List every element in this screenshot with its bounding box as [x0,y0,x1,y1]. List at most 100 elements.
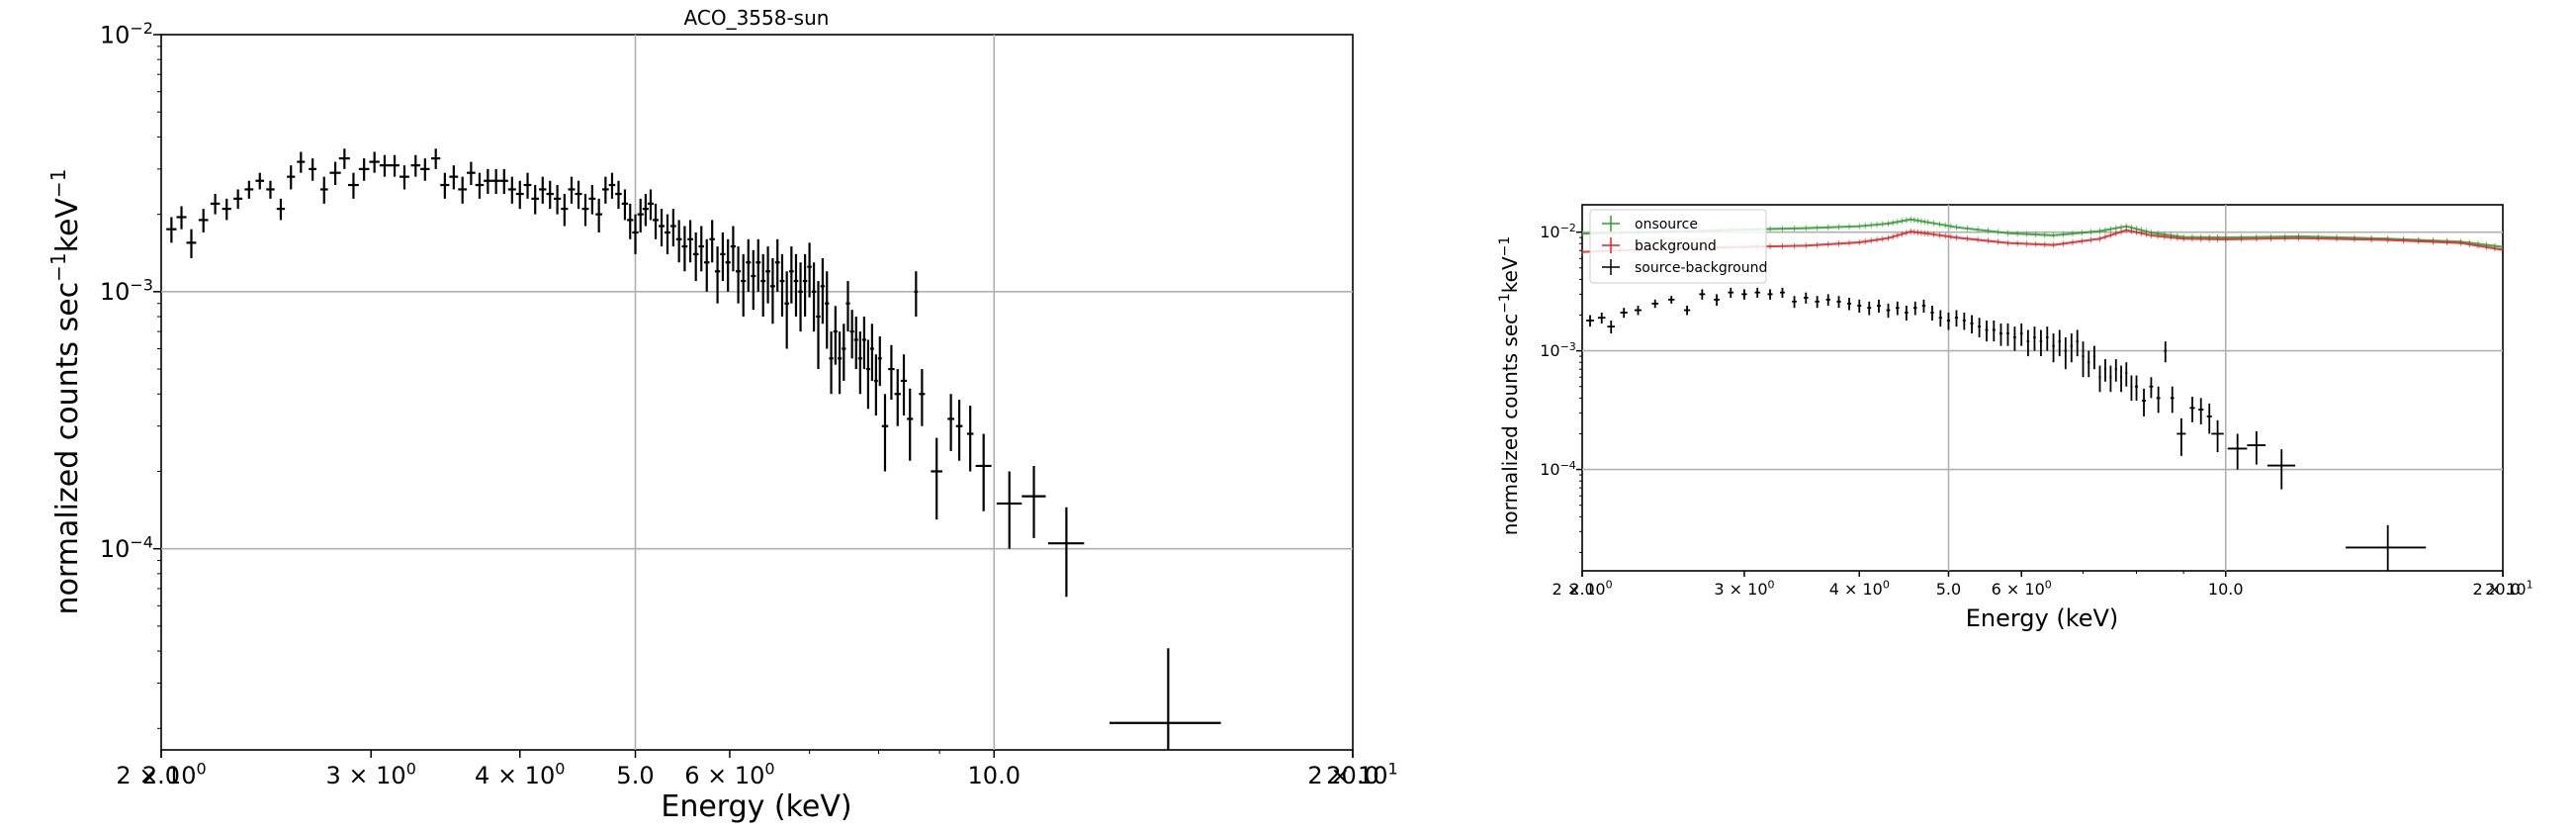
x-tick-exponent: 0 [1606,579,1613,592]
data-point [947,394,955,451]
x-tick-label: 20.0 [2485,580,2521,599]
data-point [588,185,596,215]
data-point [774,238,780,292]
data-point [1815,296,1820,309]
data-point [888,344,895,401]
data-point [784,271,790,349]
data-point [789,246,794,304]
y-tick-label: 10 [1540,223,1559,241]
data-point [894,369,901,426]
data-point [1895,301,1900,316]
data-point [210,194,221,215]
data-point [1913,301,1917,316]
data-point [1620,308,1628,319]
data-point [1780,287,1785,298]
data-point [2176,417,2186,456]
data-point [1110,648,1221,750]
data-point [2098,365,2101,393]
data-point [297,151,306,173]
x-tick-label: 20.0 [1326,762,1378,789]
data-point [698,226,705,272]
data-point [907,388,914,461]
data-point [539,176,547,204]
data-point [255,172,265,190]
data-point [475,172,485,199]
data-point [1022,465,1046,538]
data-point [484,168,492,195]
data-point [1634,305,1643,316]
data-point [1946,312,1951,330]
data-point [1683,305,1691,316]
data-point [2120,365,2123,393]
data-point [523,172,532,199]
data-point [665,214,670,254]
data-point [1930,305,1934,321]
data-point [1954,310,1959,327]
data-point [338,148,350,169]
data-point [2082,341,2085,378]
data-point [1792,296,1797,309]
data-point [2164,341,2168,363]
x-tick-label: 6 × 100 [684,759,774,789]
data-point [491,168,500,195]
data-point [681,226,688,272]
chart-title: ACO_3558-sun [684,6,830,30]
data-point [595,198,603,232]
y-tick-exponent: −2 [1560,222,1576,234]
data-point [287,165,296,190]
x-tick-label: 4 × 100 [1829,579,1890,599]
data-point [2266,449,2296,490]
y-label-exponent: −1 [1497,236,1513,257]
plot-area-frame [1581,204,2504,572]
chart-right: 2.02 × 100 3 × 100 4 × 100 5.0 6 × 100 10.0 20… [1497,204,2533,632]
data-point [1962,312,1966,330]
data-point [575,180,582,210]
data-point [931,437,943,520]
data-point [615,180,622,210]
series-layer [166,148,1221,750]
data-point [632,214,639,254]
data-point [966,406,974,472]
data-point [568,176,576,204]
data-point [458,176,468,204]
chart-left: 2.02 × 100 3 × 100 4 × 100 5.0 6 × 100 10.0 20… [46,6,1398,824]
data-point [186,229,197,258]
data-point [725,238,731,292]
data-point [2076,329,2079,357]
data-point [637,198,644,232]
y-label-exponent: −1 [1497,293,1513,314]
data-point [222,198,231,221]
x-tick-label: 2 × 101 [2472,579,2532,599]
data-point [2114,359,2117,382]
y-tick-label: 10 [100,278,131,306]
data-point [919,369,926,426]
data-point [531,185,540,215]
data-point [1825,294,1830,306]
data-point [369,151,380,173]
y-label-exponent: −1 [46,252,70,281]
gridlines [161,35,1353,750]
data-point [2092,345,2096,370]
data-point [1985,320,1989,342]
x-tick-label: 2 × 100 [1552,579,1612,599]
data-point [877,336,882,387]
data-point [2026,329,2030,357]
y-tick-exponent: −4 [1560,459,1576,472]
data-point [2109,365,2112,393]
data-point [1767,289,1773,300]
data-point [730,226,737,272]
ticks: 2.02 × 100 3 × 100 4 × 100 5.0 6 × 100 10.0 20… [1540,222,2532,599]
data-point [2046,326,2049,351]
data-point [861,317,866,370]
data-point [1886,303,1891,319]
data-point [266,180,275,199]
y-tick-exponent: −3 [1560,340,1576,353]
data-point [746,238,752,292]
ticks: 2.02 × 100 3 × 100 4 × 100 5.0 6 × 100 10.0 20… [100,19,1398,789]
data-point [198,209,209,232]
legend-box [1589,209,1767,284]
y-tick-label: 10 [100,21,131,48]
data-point [770,257,775,324]
data-point [1905,305,1909,321]
data-point [900,354,908,416]
